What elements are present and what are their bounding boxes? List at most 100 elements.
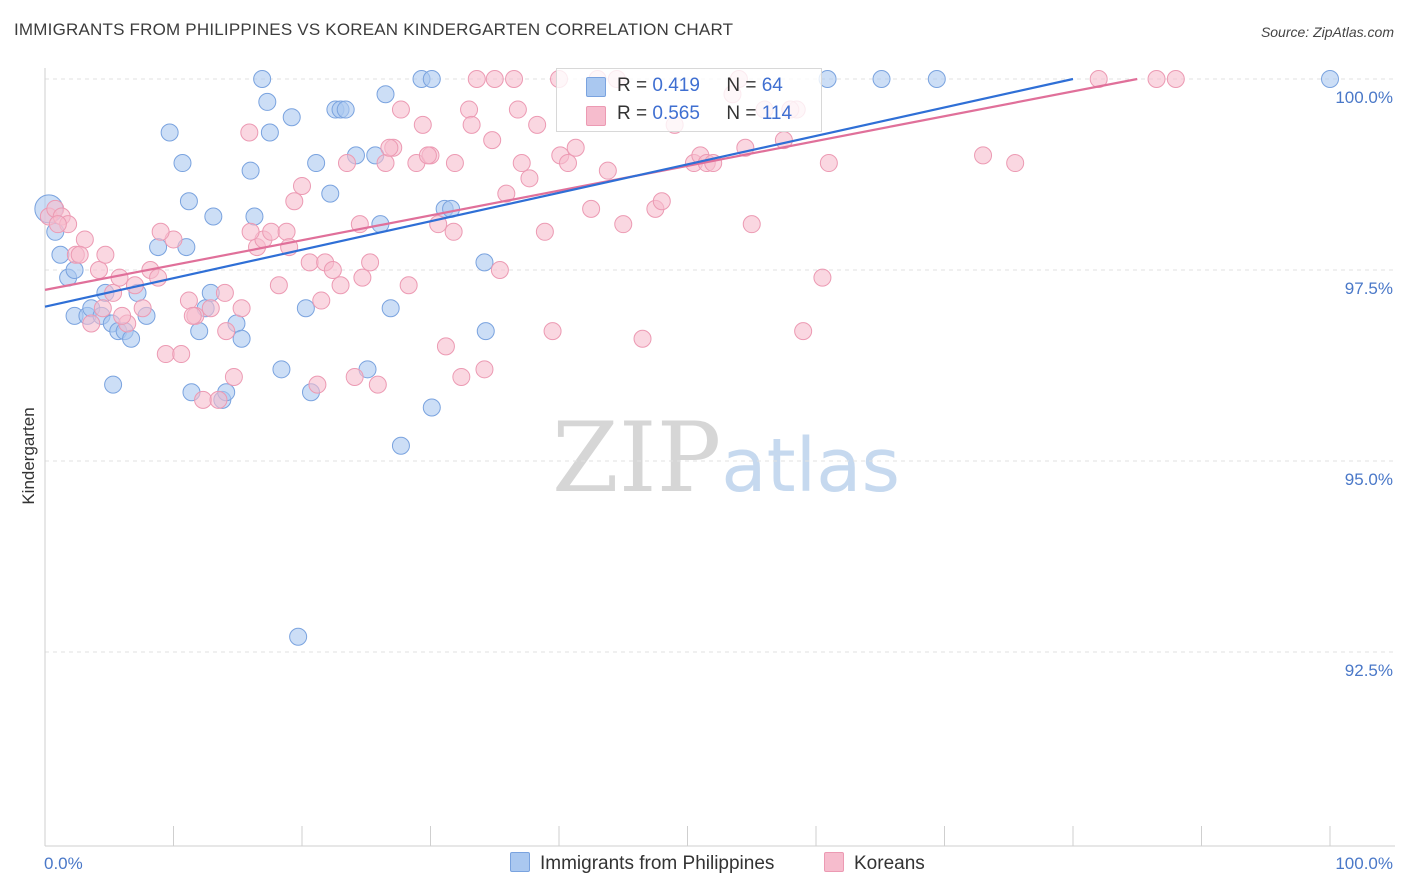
korean-point [96,245,115,264]
philippines-point [376,85,395,104]
korean-point [1166,70,1185,88]
korean-point [528,115,547,134]
korean-point [485,70,504,88]
korean-point [460,100,479,119]
korean-point [475,360,494,379]
philippines-point [258,92,277,111]
philippines-point [245,207,264,226]
korean-point [312,291,331,310]
r-label: R = [617,103,648,124]
axes [44,68,1395,847]
philippines-point [336,100,355,119]
watermark-atlas: atlas [721,423,901,509]
y-tick-label: 97.5% [1345,279,1393,298]
korean-point [813,268,832,287]
korean-point [436,337,455,356]
korean-point [209,390,228,409]
korean-point [742,215,761,234]
philippines-point [241,161,260,180]
korean-point [172,345,191,364]
korean-point [391,100,410,119]
pink-swatch [586,106,606,126]
philippines-point [307,154,326,173]
korean-point [794,322,813,341]
korean-point [582,199,601,218]
korean-point [308,375,327,394]
blue-r-value: 0.419 [652,75,700,96]
korean-point [368,375,387,394]
korean-point [201,299,220,318]
korean-point [512,154,531,173]
philippines-point [122,329,141,348]
korean-point [331,276,350,295]
y-axis-title: Kindergarten [19,407,38,504]
philippines-point [927,70,946,88]
korean-point [418,146,437,165]
philippines-point [160,123,179,142]
korean-point [505,70,524,88]
philippines-point [296,299,315,318]
korean-point [445,154,464,173]
philippines-point [289,627,308,646]
korean-point [151,222,170,241]
korean-point [566,138,585,157]
philippines-point [272,360,291,379]
y-tick-label: 92.5% [1345,661,1393,680]
chart-title: IMMIGRANTS FROM PHILIPPINES VS KOREAN KI… [14,20,734,39]
watermark-zip: ZIP [552,402,722,514]
korean-point [269,276,288,295]
blue-n-value: 64 [761,75,783,96]
korean-point [974,146,993,165]
philippines-point [260,123,279,142]
korean-point [614,215,633,234]
philippines-point [253,70,272,88]
korean-point [113,306,132,325]
philippines-point [282,108,301,127]
stats-row-blue: R = 0.419 N = 64 [617,71,783,101]
korean-point [633,329,652,348]
korean-point [224,367,243,386]
korean-point [337,154,356,173]
korean-point [75,230,94,249]
philippines-point [104,375,123,394]
korean-point [376,154,395,173]
legend-swatch-blue [510,852,530,872]
philippines-point [475,253,494,272]
korean-point [240,123,259,142]
philippines-point [391,436,410,455]
korean-point [497,184,516,203]
korean-point [520,169,539,188]
korean-point [293,176,311,195]
korean-point [133,299,152,318]
korean-point [89,261,108,279]
korean-point [345,367,364,386]
korean-point [543,322,562,341]
philippines-point [422,398,441,417]
watermark: ZIPatlas [552,402,900,514]
philippines-point [173,154,192,173]
korean-point [652,192,671,211]
korean-point [361,253,380,272]
tick-labels: 92.5% 95.0% 97.5% 100.0% 0.0% 100.0% [44,88,1393,873]
korean-point [277,222,296,241]
philippines-point [321,184,340,203]
korean-point [598,161,617,180]
korean-point [399,276,418,295]
korean-point [179,291,198,310]
philippines-trend-line [44,77,1074,308]
philippines-point [1321,70,1339,88]
korean-point [483,131,502,150]
korean-point [183,306,202,325]
y-tick-label: 100.0% [1335,88,1393,107]
korean-point [353,268,372,287]
stats-legend: R = 0.419 N = 64 R = 0.565 N = 114 [556,68,822,132]
korean-point [241,222,260,241]
trend-lines [44,77,1138,308]
korean-point [380,138,399,157]
korean-point [558,154,577,173]
r-label: R = [617,75,648,96]
korean-point [70,245,89,264]
korean-point [413,115,432,134]
korean-point [323,261,342,279]
korean-point [232,299,251,318]
